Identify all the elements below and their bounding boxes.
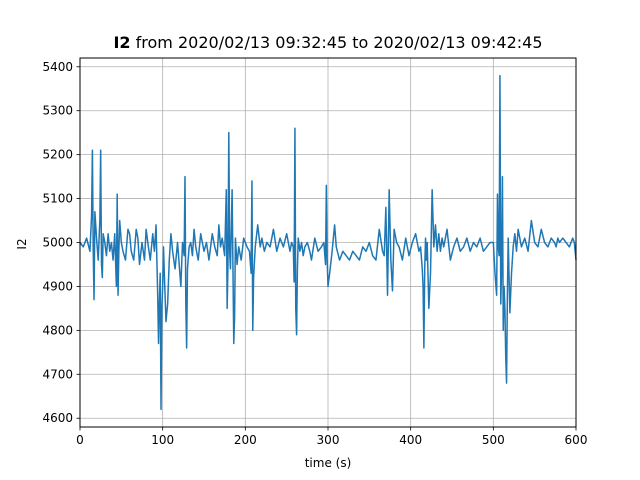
y-tick-label: 5400 — [42, 60, 73, 74]
chart-title-variable: I2 — [113, 33, 131, 52]
x-tick-label: 400 — [399, 433, 422, 447]
x-tick-label: 200 — [234, 433, 257, 447]
x-tick-label: 0 — [76, 433, 84, 447]
y-tick-label: 4600 — [42, 411, 73, 425]
chart-title-range: from 2020/02/13 09:32:45 to 2020/02/13 0… — [130, 33, 543, 52]
x-tick-label: 600 — [565, 433, 588, 447]
y-tick-label: 4900 — [42, 279, 73, 293]
y-tick-label: 5200 — [42, 148, 73, 162]
x-axis-label: time (s) — [304, 456, 352, 470]
series-line-0 — [79, 74, 577, 411]
x-tick-label: 500 — [482, 433, 505, 447]
y-tick-label: 5100 — [42, 192, 73, 206]
ticks: 0 100 200 300 400 500 600 4600 4700 4800 4900 5000 5… — [42, 60, 587, 447]
x-tick-label: 100 — [151, 433, 174, 447]
y-tick-label: 4800 — [42, 323, 73, 337]
y-tick-label: 5300 — [42, 104, 73, 118]
series-layer — [79, 74, 577, 411]
y-tick-label: 5000 — [42, 236, 73, 250]
chart-title: I2 from 2020/02/13 09:32:45 to 2020/02/1… — [80, 33, 576, 52]
x-tick-label: 300 — [317, 433, 340, 447]
y-tick-label: 4700 — [42, 367, 73, 381]
